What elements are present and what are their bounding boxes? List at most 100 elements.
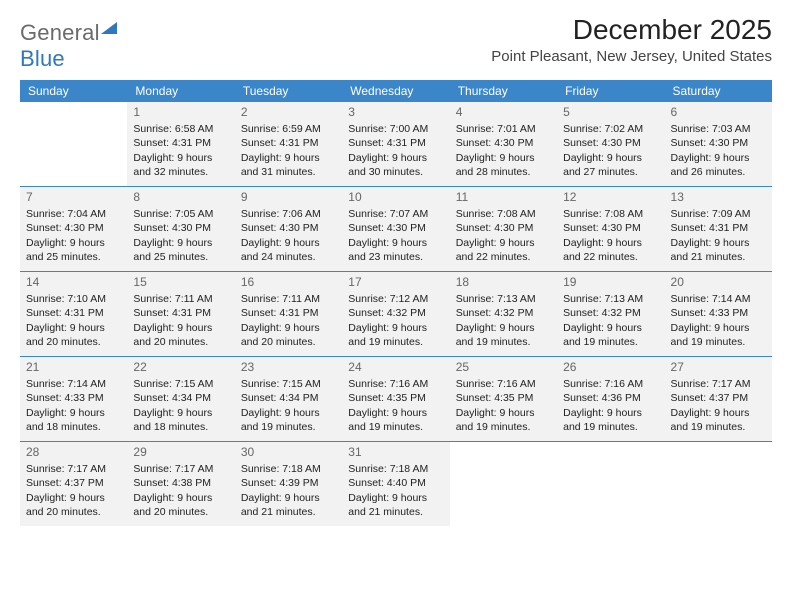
- day-cell: 14Sunrise: 7:10 AMSunset: 4:31 PMDayligh…: [20, 272, 127, 356]
- day-content: Sunrise: 7:07 AMSunset: 4:30 PMDaylight:…: [348, 207, 443, 264]
- daylight-line: Daylight: 9 hours and 19 minutes.: [456, 321, 551, 349]
- day-content: Sunrise: 7:06 AMSunset: 4:30 PMDaylight:…: [241, 207, 336, 264]
- day-header: Friday: [557, 80, 664, 102]
- sunrise-line: Sunrise: 7:06 AM: [241, 207, 336, 221]
- daylight-line: Daylight: 9 hours and 27 minutes.: [563, 151, 658, 179]
- day-number: 1: [133, 104, 228, 120]
- sunrise-line: Sunrise: 7:16 AM: [563, 377, 658, 391]
- sunset-line: Sunset: 4:36 PM: [563, 391, 658, 405]
- sunrise-line: Sunrise: 7:08 AM: [563, 207, 658, 221]
- day-cell: 23Sunrise: 7:15 AMSunset: 4:34 PMDayligh…: [235, 357, 342, 441]
- brand-triangle-icon: [101, 22, 117, 34]
- sunrise-line: Sunrise: 7:05 AM: [133, 207, 228, 221]
- sunset-line: Sunset: 4:31 PM: [241, 136, 336, 150]
- day-number: 5: [563, 104, 658, 120]
- day-content: Sunrise: 7:01 AMSunset: 4:30 PMDaylight:…: [456, 122, 551, 179]
- day-number: 16: [241, 274, 336, 290]
- day-cell: 31Sunrise: 7:18 AMSunset: 4:40 PMDayligh…: [342, 442, 449, 526]
- day-cell: 27Sunrise: 7:17 AMSunset: 4:37 PMDayligh…: [665, 357, 772, 441]
- title-block: December 2025 Point Pleasant, New Jersey…: [491, 14, 772, 65]
- brand-text: General Blue: [20, 20, 117, 72]
- day-content: Sunrise: 7:16 AMSunset: 4:35 PMDaylight:…: [348, 377, 443, 434]
- sunset-line: Sunset: 4:30 PM: [133, 221, 228, 235]
- day-cell: 25Sunrise: 7:16 AMSunset: 4:35 PMDayligh…: [450, 357, 557, 441]
- day-cell: 7Sunrise: 7:04 AMSunset: 4:30 PMDaylight…: [20, 187, 127, 271]
- sunset-line: Sunset: 4:40 PM: [348, 476, 443, 490]
- week-row: 14Sunrise: 7:10 AMSunset: 4:31 PMDayligh…: [20, 272, 772, 357]
- sunrise-line: Sunrise: 7:11 AM: [241, 292, 336, 306]
- day-cell: 5 Sunrise: 7:02 AMSunset: 4:30 PMDaylight…: [557, 102, 664, 186]
- sunset-line: Sunset: 4:37 PM: [26, 476, 121, 490]
- daylight-line: Daylight: 9 hours and 18 minutes.: [26, 406, 121, 434]
- day-cell: 10Sunrise: 7:07 AMSunset: 4:30 PMDayligh…: [342, 187, 449, 271]
- sunrise-line: Sunrise: 7:17 AM: [26, 462, 121, 476]
- day-cell: 30Sunrise: 7:18 AMSunset: 4:39 PMDayligh…: [235, 442, 342, 526]
- brand-part2: Blue: [20, 46, 65, 71]
- day-content: Sunrise: 7:17 AMSunset: 4:37 PMDaylight:…: [26, 462, 121, 519]
- day-cell: 26Sunrise: 7:16 AMSunset: 4:36 PMDayligh…: [557, 357, 664, 441]
- sunrise-line: Sunrise: 7:10 AM: [26, 292, 121, 306]
- week-row: 7Sunrise: 7:04 AMSunset: 4:30 PMDaylight…: [20, 187, 772, 272]
- sunset-line: Sunset: 4:34 PM: [133, 391, 228, 405]
- daylight-line: Daylight: 9 hours and 32 minutes.: [133, 151, 228, 179]
- day-number: 9: [241, 189, 336, 205]
- day-content: Sunrise: 7:02 AMSunset: 4:30 PMDaylight:…: [563, 122, 658, 179]
- sunrise-line: Sunrise: 7:02 AM: [563, 122, 658, 136]
- sunrise-line: Sunrise: 7:07 AM: [348, 207, 443, 221]
- sunset-line: Sunset: 4:33 PM: [26, 391, 121, 405]
- day-header: Saturday: [665, 80, 772, 102]
- day-content: Sunrise: 7:05 AMSunset: 4:30 PMDaylight:…: [133, 207, 228, 264]
- daylight-line: Daylight: 9 hours and 19 minutes.: [456, 406, 551, 434]
- sunrise-line: Sunrise: 6:58 AM: [133, 122, 228, 136]
- day-cell: 18Sunrise: 7:13 AMSunset: 4:32 PMDayligh…: [450, 272, 557, 356]
- day-cell: 17 Sunrise: 7:12 AMSunset: 4:32 PMDayligh…: [342, 272, 449, 356]
- day-number: 17: [348, 274, 443, 290]
- sunrise-line: Sunrise: 7:18 AM: [348, 462, 443, 476]
- day-number: 27: [671, 359, 766, 375]
- day-content: Sunrise: 7:15 AMSunset: 4:34 PMDaylight:…: [133, 377, 228, 434]
- sunset-line: Sunset: 4:38 PM: [133, 476, 228, 490]
- sunset-line: Sunset: 4:31 PM: [26, 306, 121, 320]
- sunrise-line: Sunrise: 7:14 AM: [26, 377, 121, 391]
- day-content: Sunrise: 7:12 AMSunset: 4:32 PMDaylight:…: [348, 292, 443, 349]
- sunrise-line: Sunrise: 7:18 AM: [241, 462, 336, 476]
- day-cell: 20Sunrise: 7:14 AMSunset: 4:33 PMDayligh…: [665, 272, 772, 356]
- day-number: 6: [671, 104, 766, 120]
- day-content: Sunrise: 7:04 AMSunset: 4:30 PMDaylight:…: [26, 207, 121, 264]
- week-row: 1Sunrise: 6:58 AMSunset: 4:31 PMDaylight…: [20, 102, 772, 187]
- day-cell: 11Sunrise: 7:08 AMSunset: 4:30 PMDayligh…: [450, 187, 557, 271]
- day-number: 29: [133, 444, 228, 460]
- day-number: 12: [563, 189, 658, 205]
- month-title: December 2025: [491, 14, 772, 46]
- day-cell: 4 Sunrise: 7:01 AMSunset: 4:30 PMDaylight…: [450, 102, 557, 186]
- day-number: 4: [456, 104, 551, 120]
- daylight-line: Daylight: 9 hours and 19 minutes.: [241, 406, 336, 434]
- daylight-line: Daylight: 9 hours and 22 minutes.: [563, 236, 658, 264]
- sunrise-line: Sunrise: 7:15 AM: [241, 377, 336, 391]
- day-cell: [557, 442, 664, 526]
- day-cell: 3Sunrise: 7:00 AMSunset: 4:31 PMDaylight…: [342, 102, 449, 186]
- day-content: Sunrise: 7:18 AMSunset: 4:39 PMDaylight:…: [241, 462, 336, 519]
- sunset-line: Sunset: 4:35 PM: [456, 391, 551, 405]
- sunset-line: Sunset: 4:32 PM: [456, 306, 551, 320]
- sunrise-line: Sunrise: 7:09 AM: [671, 207, 766, 221]
- day-cell: 9 Sunrise: 7:06 AMSunset: 4:30 PMDaylight…: [235, 187, 342, 271]
- sunrise-line: Sunrise: 7:17 AM: [671, 377, 766, 391]
- day-number: 2: [241, 104, 336, 120]
- sunrise-line: Sunrise: 7:16 AM: [456, 377, 551, 391]
- day-content: Sunrise: 7:03 AMSunset: 4:30 PMDaylight:…: [671, 122, 766, 179]
- sunrise-line: Sunrise: 7:12 AM: [348, 292, 443, 306]
- sunset-line: Sunset: 4:31 PM: [133, 136, 228, 150]
- sunrise-line: Sunrise: 7:17 AM: [133, 462, 228, 476]
- weeks-container: 1Sunrise: 6:58 AMSunset: 4:31 PMDaylight…: [20, 102, 772, 526]
- day-cell: 21Sunrise: 7:14 AMSunset: 4:33 PMDayligh…: [20, 357, 127, 441]
- sunset-line: Sunset: 4:37 PM: [671, 391, 766, 405]
- sunset-line: Sunset: 4:32 PM: [348, 306, 443, 320]
- day-cell: [665, 442, 772, 526]
- sunrise-line: Sunrise: 7:03 AM: [671, 122, 766, 136]
- day-content: Sunrise: 6:59 AMSunset: 4:31 PMDaylight:…: [241, 122, 336, 179]
- day-cell: 2 Sunrise: 6:59 AMSunset: 4:31 PMDaylight…: [235, 102, 342, 186]
- daylight-line: Daylight: 9 hours and 19 minutes.: [563, 321, 658, 349]
- day-number: 26: [563, 359, 658, 375]
- sunset-line: Sunset: 4:30 PM: [456, 136, 551, 150]
